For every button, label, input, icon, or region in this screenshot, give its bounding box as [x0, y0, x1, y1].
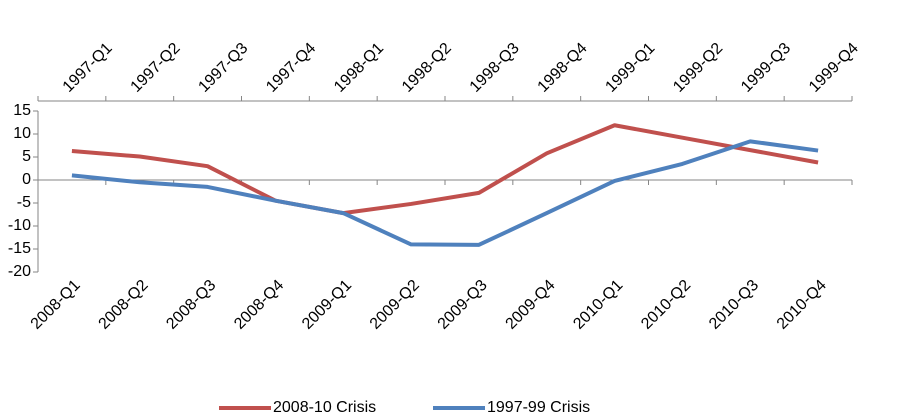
x2-tick-label: 1999-Q1 [602, 40, 658, 96]
x-tick-label: 2009-Q3 [435, 277, 491, 333]
x-tick-label: 2008-Q1 [28, 277, 84, 333]
x-tick-label: 2010-Q4 [774, 277, 830, 333]
x-tick-label: 2008-Q2 [96, 277, 152, 333]
legend-label: 1997-99 Crisis [487, 399, 590, 416]
y-tick-label: 5 [22, 148, 31, 165]
x-tick-label: 2010-Q1 [570, 277, 626, 333]
x2-tick-label: 1997-Q4 [263, 40, 319, 96]
legend-label: 2008-10 Crisis [273, 399, 376, 416]
y-tick-label: -5 [17, 194, 31, 211]
x2-tick-label: 1998-Q1 [331, 40, 387, 96]
x-tick-label: 2010-Q2 [638, 277, 694, 333]
x-tick-label: 2010-Q3 [706, 277, 762, 333]
x2-tick-label: 1999-Q4 [806, 40, 862, 96]
x2-tick-label: 1997-Q3 [195, 40, 251, 96]
series-line [71, 123, 819, 216]
x2-tick-label: 1998-Q2 [399, 40, 455, 96]
x2-tick-label: 1998-Q3 [467, 40, 523, 96]
x2-tick-label: 1999-Q2 [670, 40, 726, 96]
y-tick-label: 10 [13, 125, 31, 142]
series-line [71, 139, 819, 247]
x-tick-label: 2008-Q3 [163, 277, 219, 333]
y-tick-label: -10 [8, 217, 31, 234]
x-tick-label: 2009-Q4 [503, 277, 559, 333]
x-tick-label: 2009-Q2 [367, 277, 423, 333]
y-tick-label: -15 [8, 240, 31, 257]
y-tick-label: 0 [22, 171, 31, 188]
x-tick-label: 2008-Q4 [231, 277, 287, 333]
y-tick-label: -20 [8, 263, 31, 280]
x2-tick-label: 1998-Q4 [535, 40, 591, 96]
x2-tick-label: 1997-Q1 [60, 40, 116, 96]
x2-tick-label: 1999-Q3 [738, 40, 794, 96]
y-tick-label: 15 [13, 102, 31, 119]
x2-tick-label: 1997-Q2 [128, 40, 184, 96]
x-tick-label: 2009-Q1 [299, 277, 355, 333]
